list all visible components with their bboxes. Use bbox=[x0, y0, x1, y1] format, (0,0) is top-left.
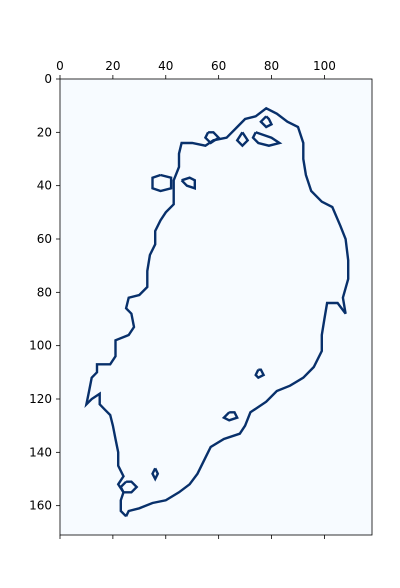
mask-island-8 bbox=[151, 467, 160, 482]
y-tick-label: 160 bbox=[29, 499, 52, 513]
mask-island-6 bbox=[259, 115, 274, 129]
y-tick-label: 120 bbox=[29, 392, 52, 406]
mask-island-1 bbox=[151, 173, 173, 193]
mask-island-10 bbox=[221, 411, 239, 422]
x-tick-label: 20 bbox=[105, 59, 120, 73]
mask-island-2 bbox=[180, 176, 196, 190]
mask-island-3 bbox=[203, 131, 221, 145]
y-tick-label: 0 bbox=[44, 72, 52, 86]
y-tick-label: 60 bbox=[37, 232, 52, 246]
mask-island-9 bbox=[119, 480, 139, 494]
x-tick-label: 60 bbox=[211, 59, 226, 73]
y-tick-label: 140 bbox=[29, 445, 52, 459]
x-tick-label: 0 bbox=[56, 59, 64, 73]
y-tick-label: 40 bbox=[37, 179, 52, 193]
x-tick-label: 40 bbox=[158, 59, 173, 73]
plot-background bbox=[60, 79, 372, 535]
y-tick-label: 80 bbox=[37, 285, 52, 299]
x-axis: 0 20 40 60 80 100 bbox=[56, 59, 336, 539]
plot-frame bbox=[59, 78, 373, 536]
y-axis: 0 20 40 60 80 100 120 140 160 bbox=[29, 72, 60, 513]
mask-island-7 bbox=[254, 368, 266, 380]
mask-layer bbox=[84, 106, 350, 518]
mask-island-4 bbox=[235, 131, 250, 148]
y-tick-label: 20 bbox=[37, 125, 52, 139]
y-tick-label: 100 bbox=[29, 339, 52, 353]
mask-island-5 bbox=[251, 131, 283, 147]
x-tick-label: 100 bbox=[313, 59, 336, 73]
x-tick-label: 80 bbox=[264, 59, 279, 73]
